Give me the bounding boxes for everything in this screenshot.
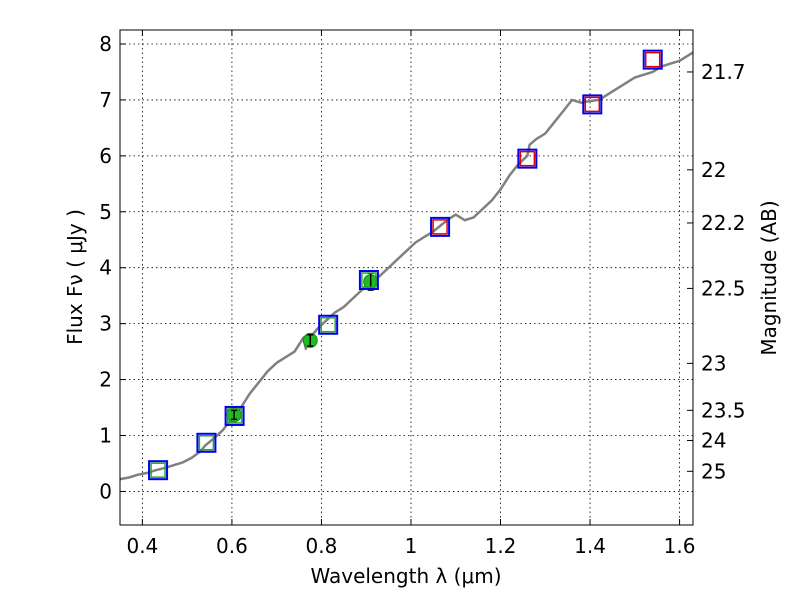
- y-tick-label: 4: [99, 256, 112, 280]
- y-tick-label: 7: [99, 88, 112, 112]
- x-axis-label: Wavelength λ (μm): [310, 564, 501, 588]
- y-tick-label: 3: [99, 312, 112, 336]
- model-spectrum-group: [119, 51, 694, 481]
- y2-axis-label: Magnitude (AB): [757, 200, 781, 355]
- mag-tick-label: 22.5: [701, 276, 746, 300]
- inner-square: [519, 150, 536, 167]
- mag-tick-label: 22: [701, 158, 726, 182]
- inner-square: [644, 51, 661, 68]
- mag-tick-label: 21.7: [701, 60, 746, 84]
- synthetic-square: [224, 405, 245, 426]
- inner-square: [226, 408, 243, 424]
- inner-square: [320, 317, 336, 333]
- inner-square: [432, 219, 448, 235]
- mag-tick-label: 25: [701, 459, 726, 483]
- synthetic-square: [517, 148, 538, 169]
- plot-frame: [119, 29, 694, 526]
- y-axis-label: Flux Fν ( μJy ): [63, 209, 87, 345]
- grid-lines: [120, 30, 693, 525]
- ticks-group: 0.4 0.6 0.8 1 1.2 1.4 1.601234567821.72222.222…: [99, 30, 746, 558]
- mag-tick-label: 24: [701, 429, 726, 453]
- y-tick-label: 8: [99, 32, 112, 56]
- x-tick-label: 1.4: [574, 534, 606, 558]
- x-tick-label: 0.4: [126, 534, 158, 558]
- y-tick-label: 6: [99, 144, 112, 168]
- y-tick-label: 1: [99, 424, 112, 448]
- inner-square: [584, 96, 601, 113]
- model-spectrum-line: [119, 51, 694, 481]
- synthetic-square: [582, 94, 603, 115]
- synthetic-square: [148, 460, 169, 481]
- x-tick-label: 1.6: [664, 534, 696, 558]
- labels-group: Wavelength λ (μm) Flux Fν ( μJy ) Magnit…: [63, 200, 781, 588]
- synthetic-square: [642, 49, 663, 70]
- inner-square: [361, 272, 377, 288]
- x-tick-label: 1: [405, 534, 418, 558]
- inner-square: [198, 435, 215, 451]
- x-tick-label: 0.8: [306, 534, 338, 558]
- mag-tick-label: 23.5: [701, 398, 746, 422]
- synthetic-square: [430, 216, 451, 237]
- synthetic-square: [358, 270, 379, 291]
- synthetic-square: [318, 314, 339, 335]
- x-tick-label: 0.6: [216, 534, 248, 558]
- y-tick-label: 0: [99, 479, 112, 503]
- inner-square: [150, 462, 166, 478]
- y-tick-label: 2: [99, 368, 112, 392]
- mag-tick-label: 23: [701, 351, 726, 375]
- mag-tick-label: 22.2: [701, 211, 746, 235]
- synthetic-square: [196, 432, 217, 453]
- x-tick-label: 1.2: [485, 534, 517, 558]
- y-tick-label: 5: [99, 200, 112, 224]
- synthetic-squares-group: [148, 49, 663, 481]
